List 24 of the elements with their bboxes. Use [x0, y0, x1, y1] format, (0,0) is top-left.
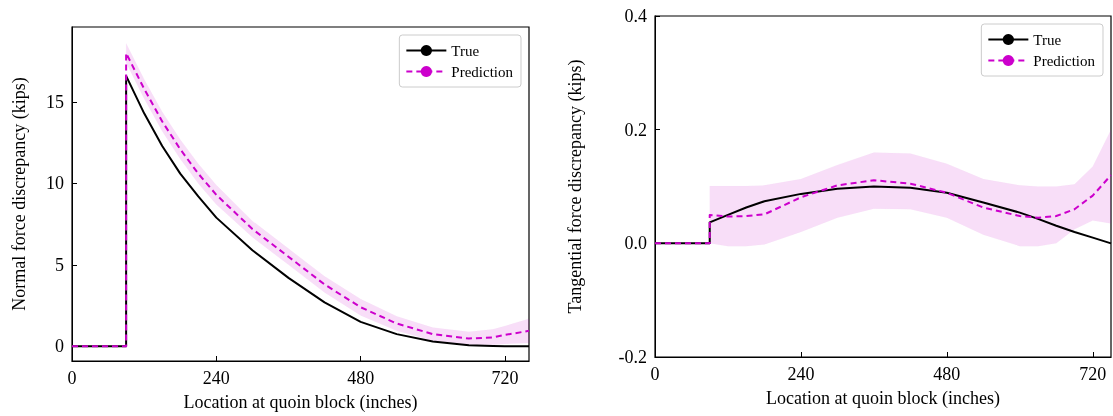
- legend-label: True: [1033, 31, 1062, 48]
- x-tick-label: 480: [933, 364, 961, 384]
- y-tick-label: 15: [46, 91, 64, 112]
- x-tick-label: 720: [491, 368, 519, 388]
- legend-label: Prediction: [1033, 52, 1096, 69]
- y-tick-label: 10: [46, 173, 64, 194]
- y-tick-label: 0.4: [624, 6, 647, 26]
- x-tick-label: 240: [202, 368, 230, 388]
- y-axis-title: Normal force discrepancy (kips): [9, 77, 30, 311]
- x-tick-label: 720: [1079, 364, 1107, 384]
- y-tick-label: 0.0: [624, 233, 647, 254]
- x-tick-label: 240: [787, 364, 815, 384]
- y-tick-label: -0.2: [618, 347, 647, 367]
- legend-label: Prediction: [451, 63, 514, 80]
- line-series: [654, 174, 1112, 245]
- x-tick-label: 480: [347, 368, 375, 388]
- y-axis-title: Tangential force discrepancy (kips): [565, 59, 586, 314]
- x-axis-title: Location at quoin block (inches): [766, 388, 1000, 409]
- y-tick-label: 5: [55, 254, 64, 275]
- x-axis-title: Location at quoin block (inches): [183, 392, 418, 413]
- y-tick-label: 0.2: [624, 119, 647, 140]
- y-tick-label: 0: [55, 336, 64, 357]
- x-tick-label: 0: [650, 364, 660, 384]
- legend-label: True: [451, 42, 480, 59]
